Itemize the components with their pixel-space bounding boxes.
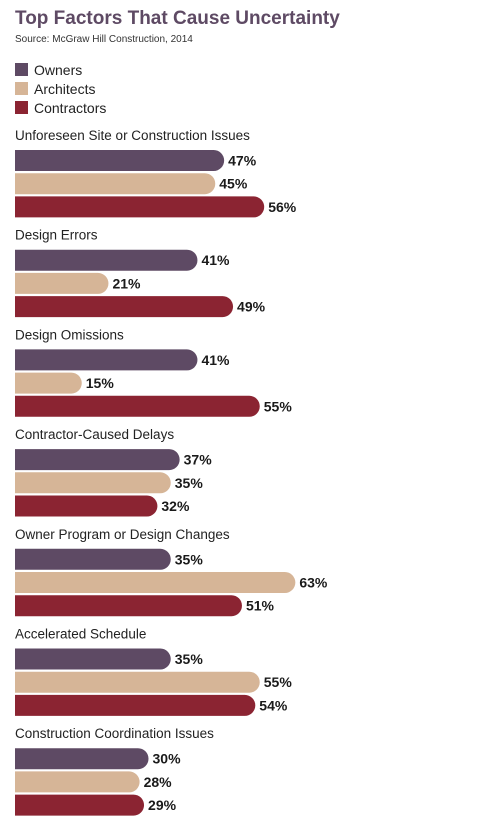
value-label-owners-contractor-caused-delays: 37% bbox=[184, 452, 213, 468]
legend-swatch-owners bbox=[15, 63, 28, 76]
bar-owners-accelerated-schedule bbox=[15, 648, 171, 670]
bar-owners-unforeseen-site-or-construction-issues bbox=[15, 150, 225, 171]
category-label-unforeseen-site-or-construction-issues: Unforeseen Site or Construction Issues bbox=[15, 128, 250, 143]
category-label-accelerated-schedule: Accelerated Schedule bbox=[15, 627, 146, 642]
bar-contractors-construction-coordination-issues bbox=[15, 794, 145, 816]
bar-contractors-contractor-caused-delays bbox=[15, 495, 158, 517]
value-label-architects-contractor-caused-delays: 35% bbox=[175, 475, 204, 491]
value-label-contractors-design-omissions: 55% bbox=[264, 398, 293, 414]
chart-title: Top Factors That Cause Uncertainty bbox=[15, 8, 340, 29]
bar-architects-accelerated-schedule bbox=[15, 671, 260, 693]
value-label-owners-design-omissions: 41% bbox=[201, 352, 230, 368]
bar-architects-unforeseen-site-or-construction-issues bbox=[15, 173, 216, 195]
legend-item-architects: Architects bbox=[15, 79, 106, 98]
value-label-contractors-accelerated-schedule: 54% bbox=[259, 697, 288, 713]
bar-contractors-unforeseen-site-or-construction-issues bbox=[15, 196, 265, 218]
value-label-contractors-contractor-caused-delays: 32% bbox=[161, 498, 190, 514]
legend: Owners Architects Contractors bbox=[15, 60, 106, 117]
bar-architects-owner-program-or-design-changes bbox=[15, 572, 296, 593]
value-label-architects-design-omissions: 15% bbox=[86, 375, 115, 391]
legend-label-architects: Architects bbox=[34, 80, 96, 97]
value-label-architects-accelerated-schedule: 55% bbox=[264, 674, 293, 690]
value-label-owners-owner-program-or-design-changes: 35% bbox=[175, 551, 204, 567]
bar-architects-construction-coordination-issues bbox=[15, 771, 140, 793]
value-label-owners-unforeseen-site-or-construction-issues: 47% bbox=[228, 153, 257, 169]
value-label-owners-construction-coordination-issues: 30% bbox=[153, 751, 182, 767]
value-label-architects-design-errors: 21% bbox=[112, 275, 141, 291]
value-label-architects-unforeseen-site-or-construction-issues: 45% bbox=[219, 176, 248, 192]
bar-contractors-design-errors bbox=[15, 296, 234, 318]
value-label-architects-construction-coordination-issues: 28% bbox=[144, 774, 173, 790]
bar-architects-contractor-caused-delays bbox=[15, 472, 171, 494]
bar-owners-owner-program-or-design-changes bbox=[15, 548, 171, 570]
legend-swatch-contractors bbox=[15, 101, 28, 114]
bar-contractors-design-omissions bbox=[15, 395, 260, 417]
bar-owners-construction-coordination-issues bbox=[15, 748, 149, 770]
bar-owners-contractor-caused-delays bbox=[15, 449, 180, 471]
category-label-construction-coordination-issues: Construction Coordination Issues bbox=[15, 726, 214, 741]
legend-item-contractors: Contractors bbox=[15, 98, 106, 117]
category-label-design-errors: Design Errors bbox=[15, 228, 98, 243]
legend-label-owners: Owners bbox=[34, 61, 83, 78]
bar-contractors-accelerated-schedule bbox=[15, 694, 256, 716]
value-label-contractors-unforeseen-site-or-construction-issues: 56% bbox=[268, 199, 297, 215]
value-label-owners-accelerated-schedule: 35% bbox=[175, 651, 204, 667]
legend-swatch-architects bbox=[15, 82, 28, 95]
value-label-contractors-construction-coordination-issues: 29% bbox=[148, 797, 177, 813]
bar-contractors-owner-program-or-design-changes bbox=[15, 595, 242, 617]
value-label-contractors-owner-program-or-design-changes: 51% bbox=[246, 598, 275, 614]
category-label-design-omissions: Design Omissions bbox=[15, 327, 124, 342]
value-label-architects-owner-program-or-design-changes: 63% bbox=[299, 575, 328, 591]
category-label-contractor-caused-delays: Contractor-Caused Delays bbox=[15, 427, 174, 442]
bar-owners-design-errors bbox=[15, 249, 198, 271]
bar-architects-design-errors bbox=[15, 272, 109, 294]
chart-subtitle: Source: McGraw Hill Construction, 2014 bbox=[15, 34, 193, 45]
legend-label-contractors: Contractors bbox=[34, 99, 107, 116]
bar-owners-design-omissions bbox=[15, 349, 198, 371]
legend-item-owners: Owners bbox=[15, 60, 106, 79]
category-label-owner-program-or-design-changes: Owner Program or Design Changes bbox=[15, 527, 230, 542]
bar-architects-design-omissions bbox=[15, 372, 82, 394]
value-label-owners-design-errors: 41% bbox=[201, 252, 230, 268]
value-label-contractors-design-errors: 49% bbox=[237, 299, 266, 315]
